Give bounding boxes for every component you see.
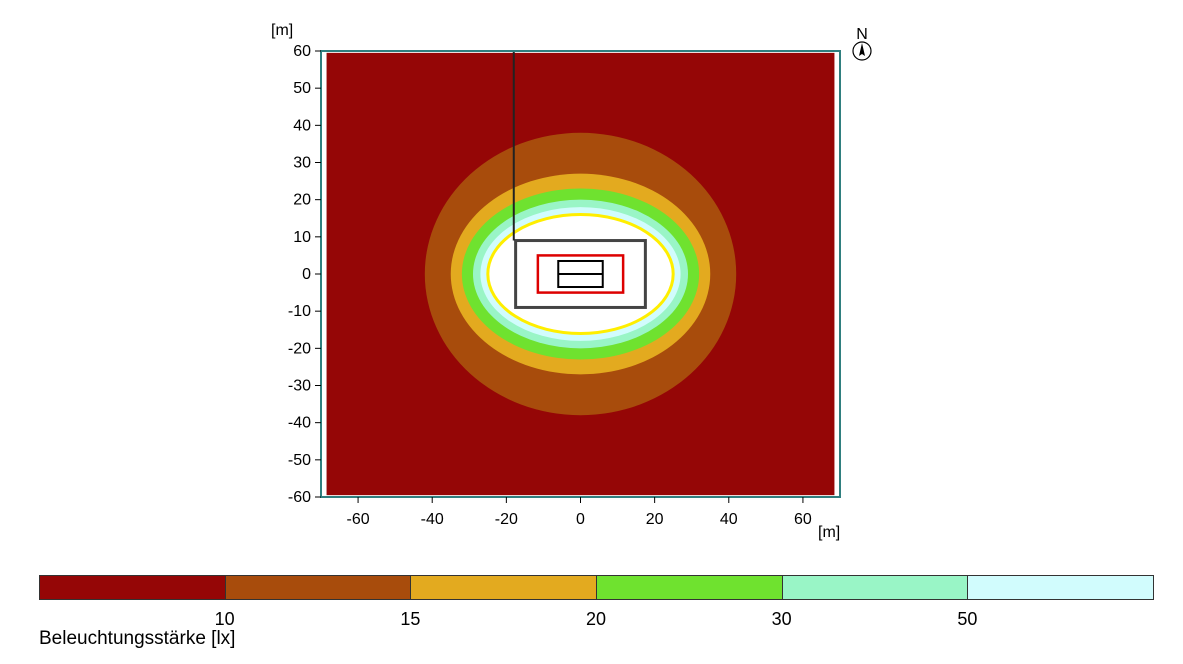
legend-tick-label: 50	[957, 609, 978, 629]
y-tick-label: -20	[288, 340, 311, 357]
axis-layer: 60 50 40 30 20 10 0 -10 -20 -30 -40 -50 -60 -60 -40 -20…	[271, 22, 841, 541]
legend-swatch	[596, 575, 783, 600]
y-tick-label: 20	[293, 192, 311, 209]
isoline	[486, 213, 675, 335]
legend-swatch	[39, 575, 226, 600]
x-tick-label: -20	[495, 511, 518, 528]
y-tick-label: -50	[288, 452, 311, 469]
y-tick-label: 10	[293, 229, 311, 246]
y-tick-label: 40	[293, 117, 311, 134]
y-axis-label: [m]	[271, 22, 293, 39]
legend-bar	[39, 575, 1154, 602]
y-tick-label: -10	[288, 303, 311, 320]
y-tick-label: -60	[288, 489, 311, 506]
field-outline	[514, 239, 647, 309]
y-tick-label: -30	[288, 378, 311, 395]
legend-swatch	[781, 575, 969, 600]
y-tick-label: 50	[293, 80, 311, 97]
legend-tick-label: 15	[400, 609, 421, 629]
x-tick-label: 40	[720, 511, 738, 528]
legend-swatch	[967, 575, 1154, 600]
x-tick-label: -40	[421, 511, 444, 528]
court-outline-red	[536, 254, 625, 294]
y-tick-label: 0	[302, 266, 311, 283]
legend-title: Beleuchtungsstärke [lx]	[39, 628, 236, 649]
north-arrow-icon: N	[852, 26, 872, 61]
x-tick-label: -60	[347, 511, 370, 528]
illuminance-plot: 60 50 40 30 20 10 0 -10 -20 -30 -40 -50 -60 -60 -40 -20…	[271, 22, 872, 541]
x-tick-label: 0	[576, 511, 585, 528]
x-tick-label: 20	[646, 511, 664, 528]
legend-tick-label: 30	[771, 609, 792, 629]
y-tick-label: 60	[293, 43, 311, 60]
y-tick-label: 30	[293, 155, 311, 172]
plot-area	[326, 51, 835, 496]
x-axis-label: [m]	[818, 524, 840, 541]
legend-tick-label: 10	[214, 609, 235, 629]
legend-tick-label: 20	[585, 609, 607, 629]
north-label: N	[856, 26, 868, 43]
legend-swatch	[224, 575, 412, 600]
legend-swatch	[410, 575, 597, 600]
x-tick-label: 60	[794, 511, 812, 528]
y-tick-label: -40	[288, 415, 311, 432]
